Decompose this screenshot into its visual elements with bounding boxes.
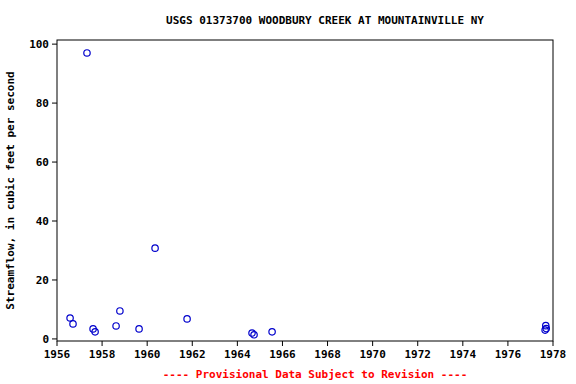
chart-svg: USGS 01373700 WOODBURY CREEK AT MOUNTAIN… — [0, 0, 576, 384]
x-tick — [462, 341, 463, 346]
footnote: ---- Provisional Data Subject to Revisio… — [163, 368, 468, 381]
x-tick — [507, 341, 508, 346]
x-tick-label: 1966 — [269, 348, 296, 361]
x-tick-label: 1962 — [179, 348, 206, 361]
chart-root: USGS 01373700 WOODBURY CREEK AT MOUNTAIN… — [0, 0, 576, 384]
x-tick — [282, 341, 283, 346]
y-tick — [52, 162, 57, 163]
x-tick-label: 1956 — [44, 348, 71, 361]
point — [269, 329, 275, 335]
x-tick — [553, 341, 554, 346]
y-tick-label: 0 — [42, 333, 49, 346]
x-tick — [237, 341, 238, 346]
x-tick-label: 1978 — [540, 348, 567, 361]
y-tick — [52, 338, 57, 339]
x-tick-label: 1968 — [314, 348, 341, 361]
title: USGS 01373700 WOODBURY CREEK AT MOUNTAIN… — [166, 14, 484, 27]
point — [84, 50, 90, 56]
x-tick — [102, 341, 103, 346]
y-tick — [52, 103, 57, 104]
x-tick — [417, 341, 418, 346]
x-tick-label: 1964 — [224, 348, 251, 361]
x-tick — [327, 341, 328, 346]
x-tick-label: 1974 — [450, 348, 477, 361]
y-tick — [52, 221, 57, 222]
x-tick-label: 1970 — [359, 348, 386, 361]
x-tick — [192, 341, 193, 346]
point — [117, 308, 123, 314]
plot-frame — [57, 40, 553, 341]
point — [152, 245, 158, 251]
x-tick-label: 1972 — [404, 348, 431, 361]
x-tick-label: 1958 — [89, 348, 116, 361]
y-tick — [52, 279, 57, 280]
point — [113, 323, 119, 329]
point — [184, 316, 190, 322]
point — [251, 332, 257, 338]
x-tick-label: 1960 — [134, 348, 161, 361]
x-tick-label: 1976 — [495, 348, 522, 361]
y-tick-label: 20 — [36, 274, 49, 287]
point — [92, 329, 98, 335]
y-tick-label: 100 — [29, 38, 49, 51]
point — [70, 321, 76, 327]
points — [67, 50, 550, 338]
x-tick — [372, 341, 373, 346]
y-axis-label: Streamflow, in cubic feet per second — [4, 71, 17, 309]
y-tick-label: 60 — [36, 156, 49, 169]
y-tick-label: 80 — [36, 97, 49, 110]
point — [136, 326, 142, 332]
y-tick — [52, 44, 57, 45]
y-tick-label: 40 — [36, 215, 49, 228]
x-tick — [57, 341, 58, 346]
point — [543, 322, 549, 328]
x-tick — [147, 341, 148, 346]
